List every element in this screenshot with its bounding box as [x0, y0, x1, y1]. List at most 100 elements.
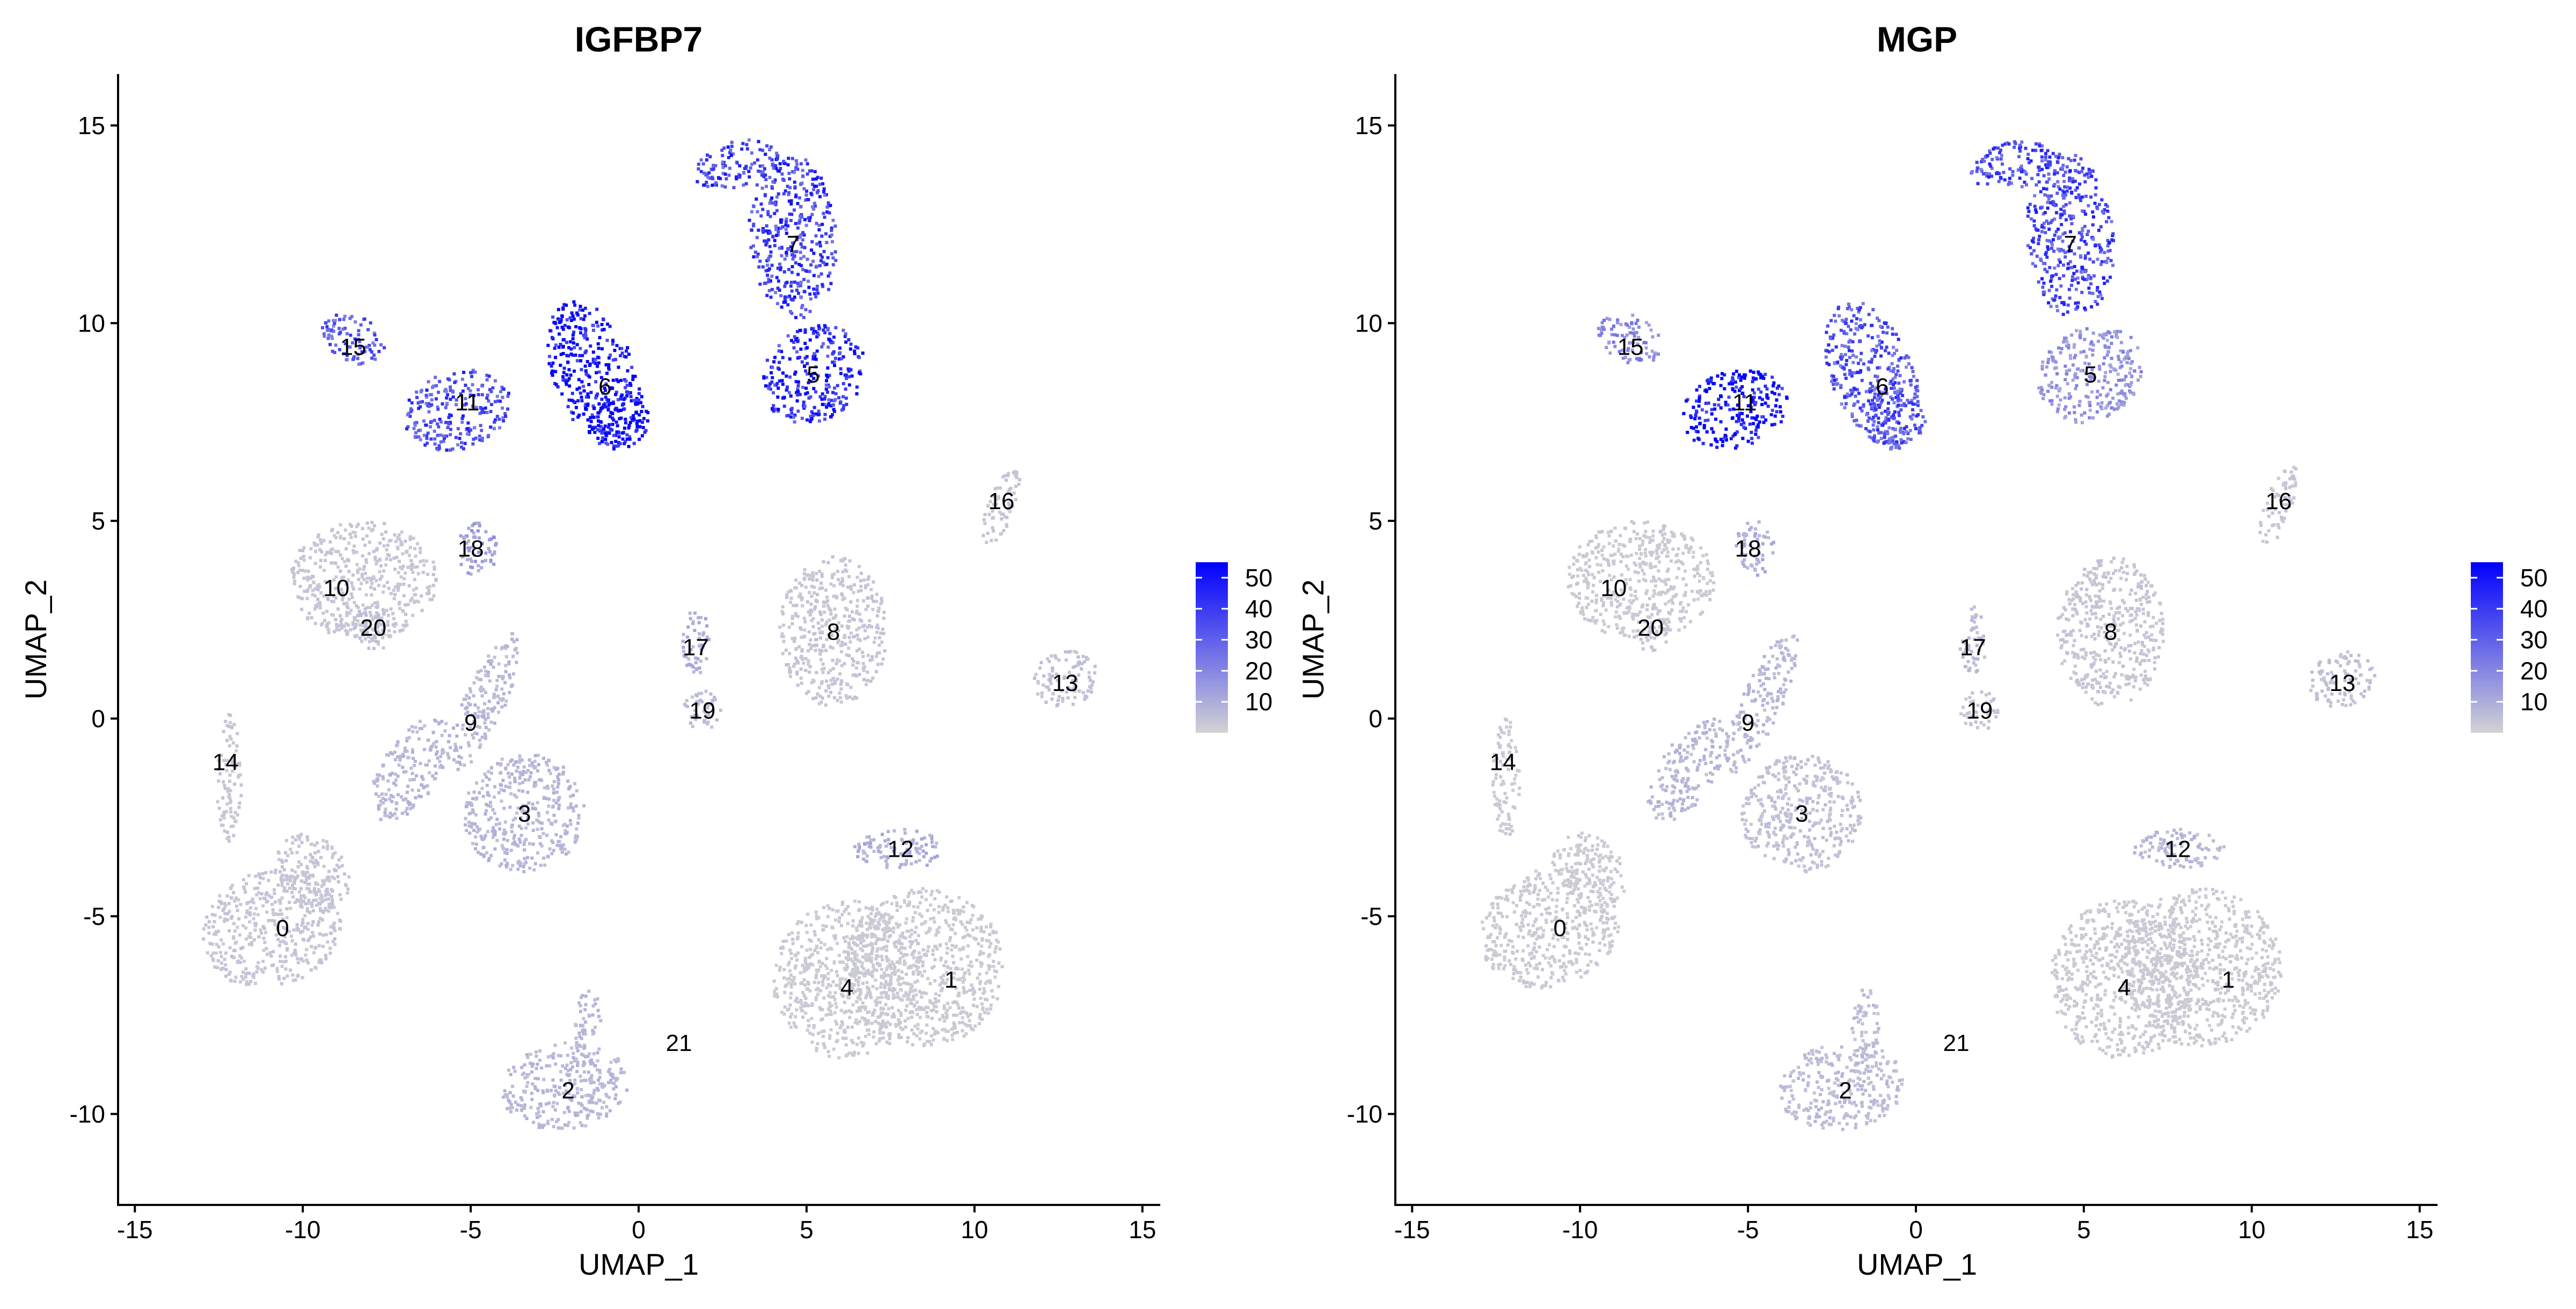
cell-point: [318, 601, 321, 605]
cell-point: [504, 664, 508, 667]
cell-point: [473, 822, 477, 826]
cell-point: [814, 177, 818, 181]
cell-point: [554, 356, 557, 359]
cell-point: [472, 681, 476, 685]
cell-point: [397, 560, 401, 563]
cell-point: [791, 157, 794, 160]
cell-point: [551, 805, 555, 809]
cell-point: [936, 1031, 940, 1034]
cell-point: [871, 608, 875, 612]
cell-point: [801, 1009, 804, 1012]
cell-point: [611, 1076, 614, 1080]
cell-point: [627, 426, 631, 430]
cell-point: [814, 357, 818, 361]
cell-point: [867, 953, 871, 957]
cell-point: [809, 380, 813, 384]
cell-point: [833, 250, 837, 254]
cell-point: [429, 746, 433, 749]
cell-point: [893, 973, 897, 976]
cell-point: [838, 916, 841, 920]
cell-point: [343, 872, 347, 876]
cell-point: [872, 599, 875, 603]
cell-point: [306, 902, 310, 905]
cell-point: [500, 675, 504, 679]
cell-point: [332, 600, 335, 604]
cell-point: [577, 814, 581, 818]
cell-point: [596, 1059, 599, 1063]
cell-point: [992, 960, 996, 963]
cell-point: [608, 325, 612, 328]
cell-point: [790, 270, 794, 274]
cell-point: [810, 169, 814, 173]
cell-point: [908, 1011, 912, 1014]
cell-point: [522, 765, 526, 769]
cell-point: [370, 582, 374, 585]
cell-point: [586, 392, 590, 396]
cell-point: [883, 933, 887, 937]
cell-point: [943, 981, 947, 985]
cell-point: [241, 924, 245, 928]
cell-point: [306, 866, 310, 870]
cell-point: [892, 970, 896, 974]
cell-point: [376, 773, 379, 777]
cell-point: [987, 939, 991, 943]
cell-point: [938, 994, 941, 997]
cell-point: [556, 785, 560, 789]
cell-point: [772, 360, 776, 364]
cell-point: [548, 771, 552, 775]
cell-point: [898, 942, 902, 945]
cell-point: [812, 207, 816, 211]
cell-point: [563, 1084, 567, 1087]
cell-point: [354, 534, 357, 538]
cell-point: [855, 953, 859, 957]
cell-point: [950, 948, 953, 952]
cell-point: [607, 356, 611, 360]
cell-point: [396, 589, 400, 592]
cell-point: [459, 746, 463, 749]
cell-point: [887, 929, 890, 933]
cell-point: [387, 586, 391, 590]
cell-point: [844, 1010, 848, 1013]
cell-point: [232, 936, 236, 940]
cell-point: [814, 696, 818, 700]
cell-point: [306, 838, 310, 842]
cell-point: [509, 792, 513, 796]
cell-point: [806, 172, 809, 176]
cell-point: [851, 1041, 855, 1045]
cell-point: [417, 737, 421, 741]
cell-point: [419, 560, 422, 563]
cell-point: [596, 355, 599, 359]
cell-point: [600, 398, 604, 401]
cell-point: [333, 630, 336, 634]
cell-point: [635, 410, 638, 414]
cell-point: [816, 1042, 819, 1046]
cell-point: [791, 937, 795, 941]
cell-point: [954, 967, 957, 970]
cell-point: [845, 653, 848, 657]
cell-point: [801, 174, 804, 178]
cell-point: [802, 970, 806, 974]
cell-point: [552, 788, 555, 791]
cell-point: [822, 1043, 826, 1047]
cell-point: [403, 749, 407, 753]
cell-point: [248, 906, 252, 910]
cell-point: [826, 977, 830, 981]
cell-point: [482, 709, 486, 712]
cell-point: [286, 947, 289, 951]
cell-point: [563, 323, 567, 327]
cell-point: [500, 788, 503, 791]
cell-point: [851, 960, 855, 964]
cell-point: [313, 587, 317, 591]
cell-point: [324, 558, 327, 562]
cell-point: [887, 913, 890, 917]
cell-point: [821, 1017, 824, 1021]
cell-point: [404, 539, 407, 543]
cell-point: [612, 1082, 616, 1085]
cell-point: [907, 992, 911, 996]
cell-point: [822, 667, 826, 671]
cell-point: [426, 738, 430, 742]
cell-point: [333, 851, 337, 855]
cell-point: [935, 889, 939, 892]
cell-point: [245, 902, 249, 906]
cell-point: [309, 556, 312, 560]
